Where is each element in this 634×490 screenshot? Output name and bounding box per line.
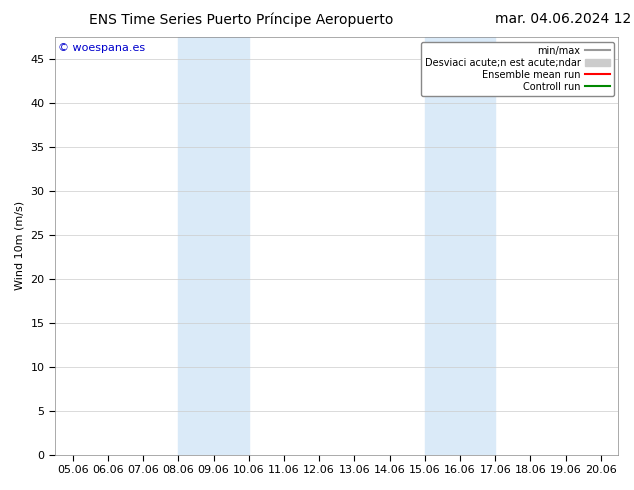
Text: mar. 04.06.2024 12 UTC: mar. 04.06.2024 12 UTC bbox=[495, 12, 634, 26]
Text: ENS Time Series Puerto Príncipe Aeropuerto: ENS Time Series Puerto Príncipe Aeropuer… bbox=[89, 12, 393, 27]
Bar bbox=[178, 37, 249, 455]
Bar bbox=[425, 37, 495, 455]
Y-axis label: Wind 10m (m/s): Wind 10m (m/s) bbox=[15, 201, 25, 291]
Text: © woespana.es: © woespana.es bbox=[58, 43, 145, 53]
Legend: min/max, Desviaci acute;n est acute;ndar, Ensemble mean run, Controll run: min/max, Desviaci acute;n est acute;ndar… bbox=[421, 42, 614, 96]
